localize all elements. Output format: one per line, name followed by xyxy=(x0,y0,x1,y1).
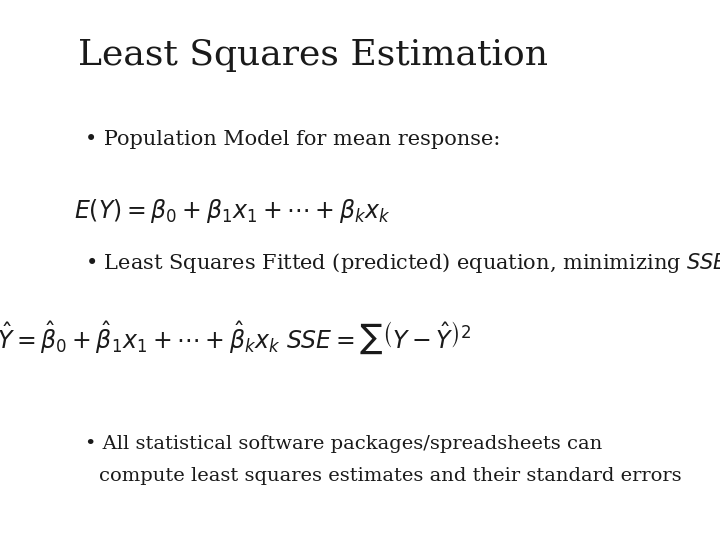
Text: compute least squares estimates and their standard errors: compute least squares estimates and thei… xyxy=(99,467,681,485)
Text: $\hat{Y} = \hat{\beta}_0 + \hat{\beta}_1 x_1 + \cdots + \hat{\beta}_k x_k$: $\hat{Y} = \hat{\beta}_0 + \hat{\beta}_1… xyxy=(0,319,282,356)
Text: • All statistical software packages/spreadsheets can: • All statistical software packages/spre… xyxy=(85,435,603,453)
Text: $E(Y) = \beta_0 + \beta_1 x_1 + \cdots + \beta_k x_k$: $E(Y) = \beta_0 + \beta_1 x_1 + \cdots +… xyxy=(73,197,390,225)
Text: • Least Squares Fitted (predicted) equation, minimizing $\mathit{SSE}$:: • Least Squares Fitted (predicted) equat… xyxy=(85,251,720,275)
Text: $SSE = \sum\left(Y - \hat{Y}\right)^2$: $SSE = \sum\left(Y - \hat{Y}\right)^2$ xyxy=(287,319,471,356)
Text: • Population Model for mean response:: • Population Model for mean response: xyxy=(85,130,500,148)
Text: Least Squares Estimation: Least Squares Estimation xyxy=(78,38,549,72)
